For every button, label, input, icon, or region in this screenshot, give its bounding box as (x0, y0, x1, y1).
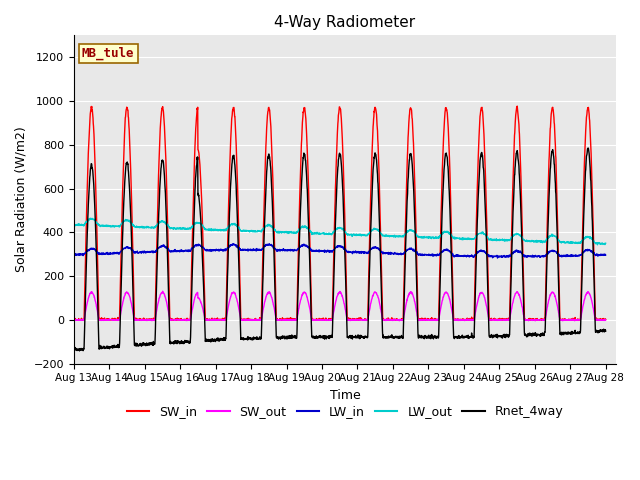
LW_in (493, 255, 501, 261)
SW_out (218, 317, 226, 323)
Legend: SW_in, SW_out, LW_in, LW_out, Rnet_4way: SW_in, SW_out, LW_in, LW_out, Rnet_4way (122, 400, 568, 423)
SW_in (570, 316, 578, 322)
LW_in (602, 252, 609, 258)
Line: SW_in: SW_in (74, 106, 605, 320)
SW_in (513, 103, 521, 109)
LW_out (218, 228, 226, 233)
SW_out (367, 300, 374, 306)
Rnet_4way (555, 289, 563, 295)
Rnet_4way (602, 328, 609, 334)
SW_in (556, 280, 563, 286)
LW_out (495, 238, 502, 243)
Title: 4-Way Radiometer: 4-Way Radiometer (275, 15, 415, 30)
X-axis label: Time: Time (330, 389, 360, 402)
LW_in (230, 241, 237, 247)
SW_out (602, 317, 609, 323)
Line: LW_out: LW_out (74, 218, 605, 245)
LW_out (602, 240, 609, 246)
LW_out (70, 221, 77, 227)
SW_out (556, 312, 563, 318)
LW_out (594, 242, 602, 248)
LW_in (367, 246, 374, 252)
Rnet_4way (355, 334, 363, 339)
LW_out (355, 232, 363, 238)
LW_in (570, 253, 578, 259)
LW_in (556, 253, 563, 259)
Rnet_4way (218, 336, 226, 341)
SW_in (602, 317, 609, 323)
Rnet_4way (76, 348, 83, 354)
SW_in (218, 316, 226, 322)
SW_out (355, 317, 363, 323)
Rnet_4way (570, 330, 577, 336)
Line: LW_in: LW_in (74, 244, 605, 258)
Rnet_4way (584, 145, 592, 151)
LW_in (355, 249, 363, 254)
SW_in (70, 317, 78, 323)
SW_in (355, 316, 363, 322)
Text: MB_tule: MB_tule (82, 47, 134, 60)
Y-axis label: Solar Radiation (W/m2): Solar Radiation (W/m2) (15, 127, 28, 273)
LW_out (86, 216, 94, 221)
LW_out (367, 229, 374, 235)
LW_out (555, 238, 563, 244)
LW_in (218, 248, 226, 253)
SW_out (70, 317, 77, 323)
Line: Rnet_4way: Rnet_4way (74, 148, 605, 351)
Rnet_4way (70, 348, 77, 353)
LW_out (570, 240, 577, 246)
SW_in (70, 317, 77, 323)
Line: SW_out: SW_out (74, 291, 605, 321)
SW_in (367, 195, 374, 201)
LW_in (70, 252, 77, 257)
Rnet_4way (367, 229, 374, 235)
SW_out (159, 288, 166, 294)
SW_out (495, 317, 502, 323)
LW_in (495, 254, 502, 260)
SW_in (495, 316, 502, 322)
SW_out (570, 317, 578, 323)
SW_out (531, 318, 539, 324)
Rnet_4way (495, 333, 502, 338)
